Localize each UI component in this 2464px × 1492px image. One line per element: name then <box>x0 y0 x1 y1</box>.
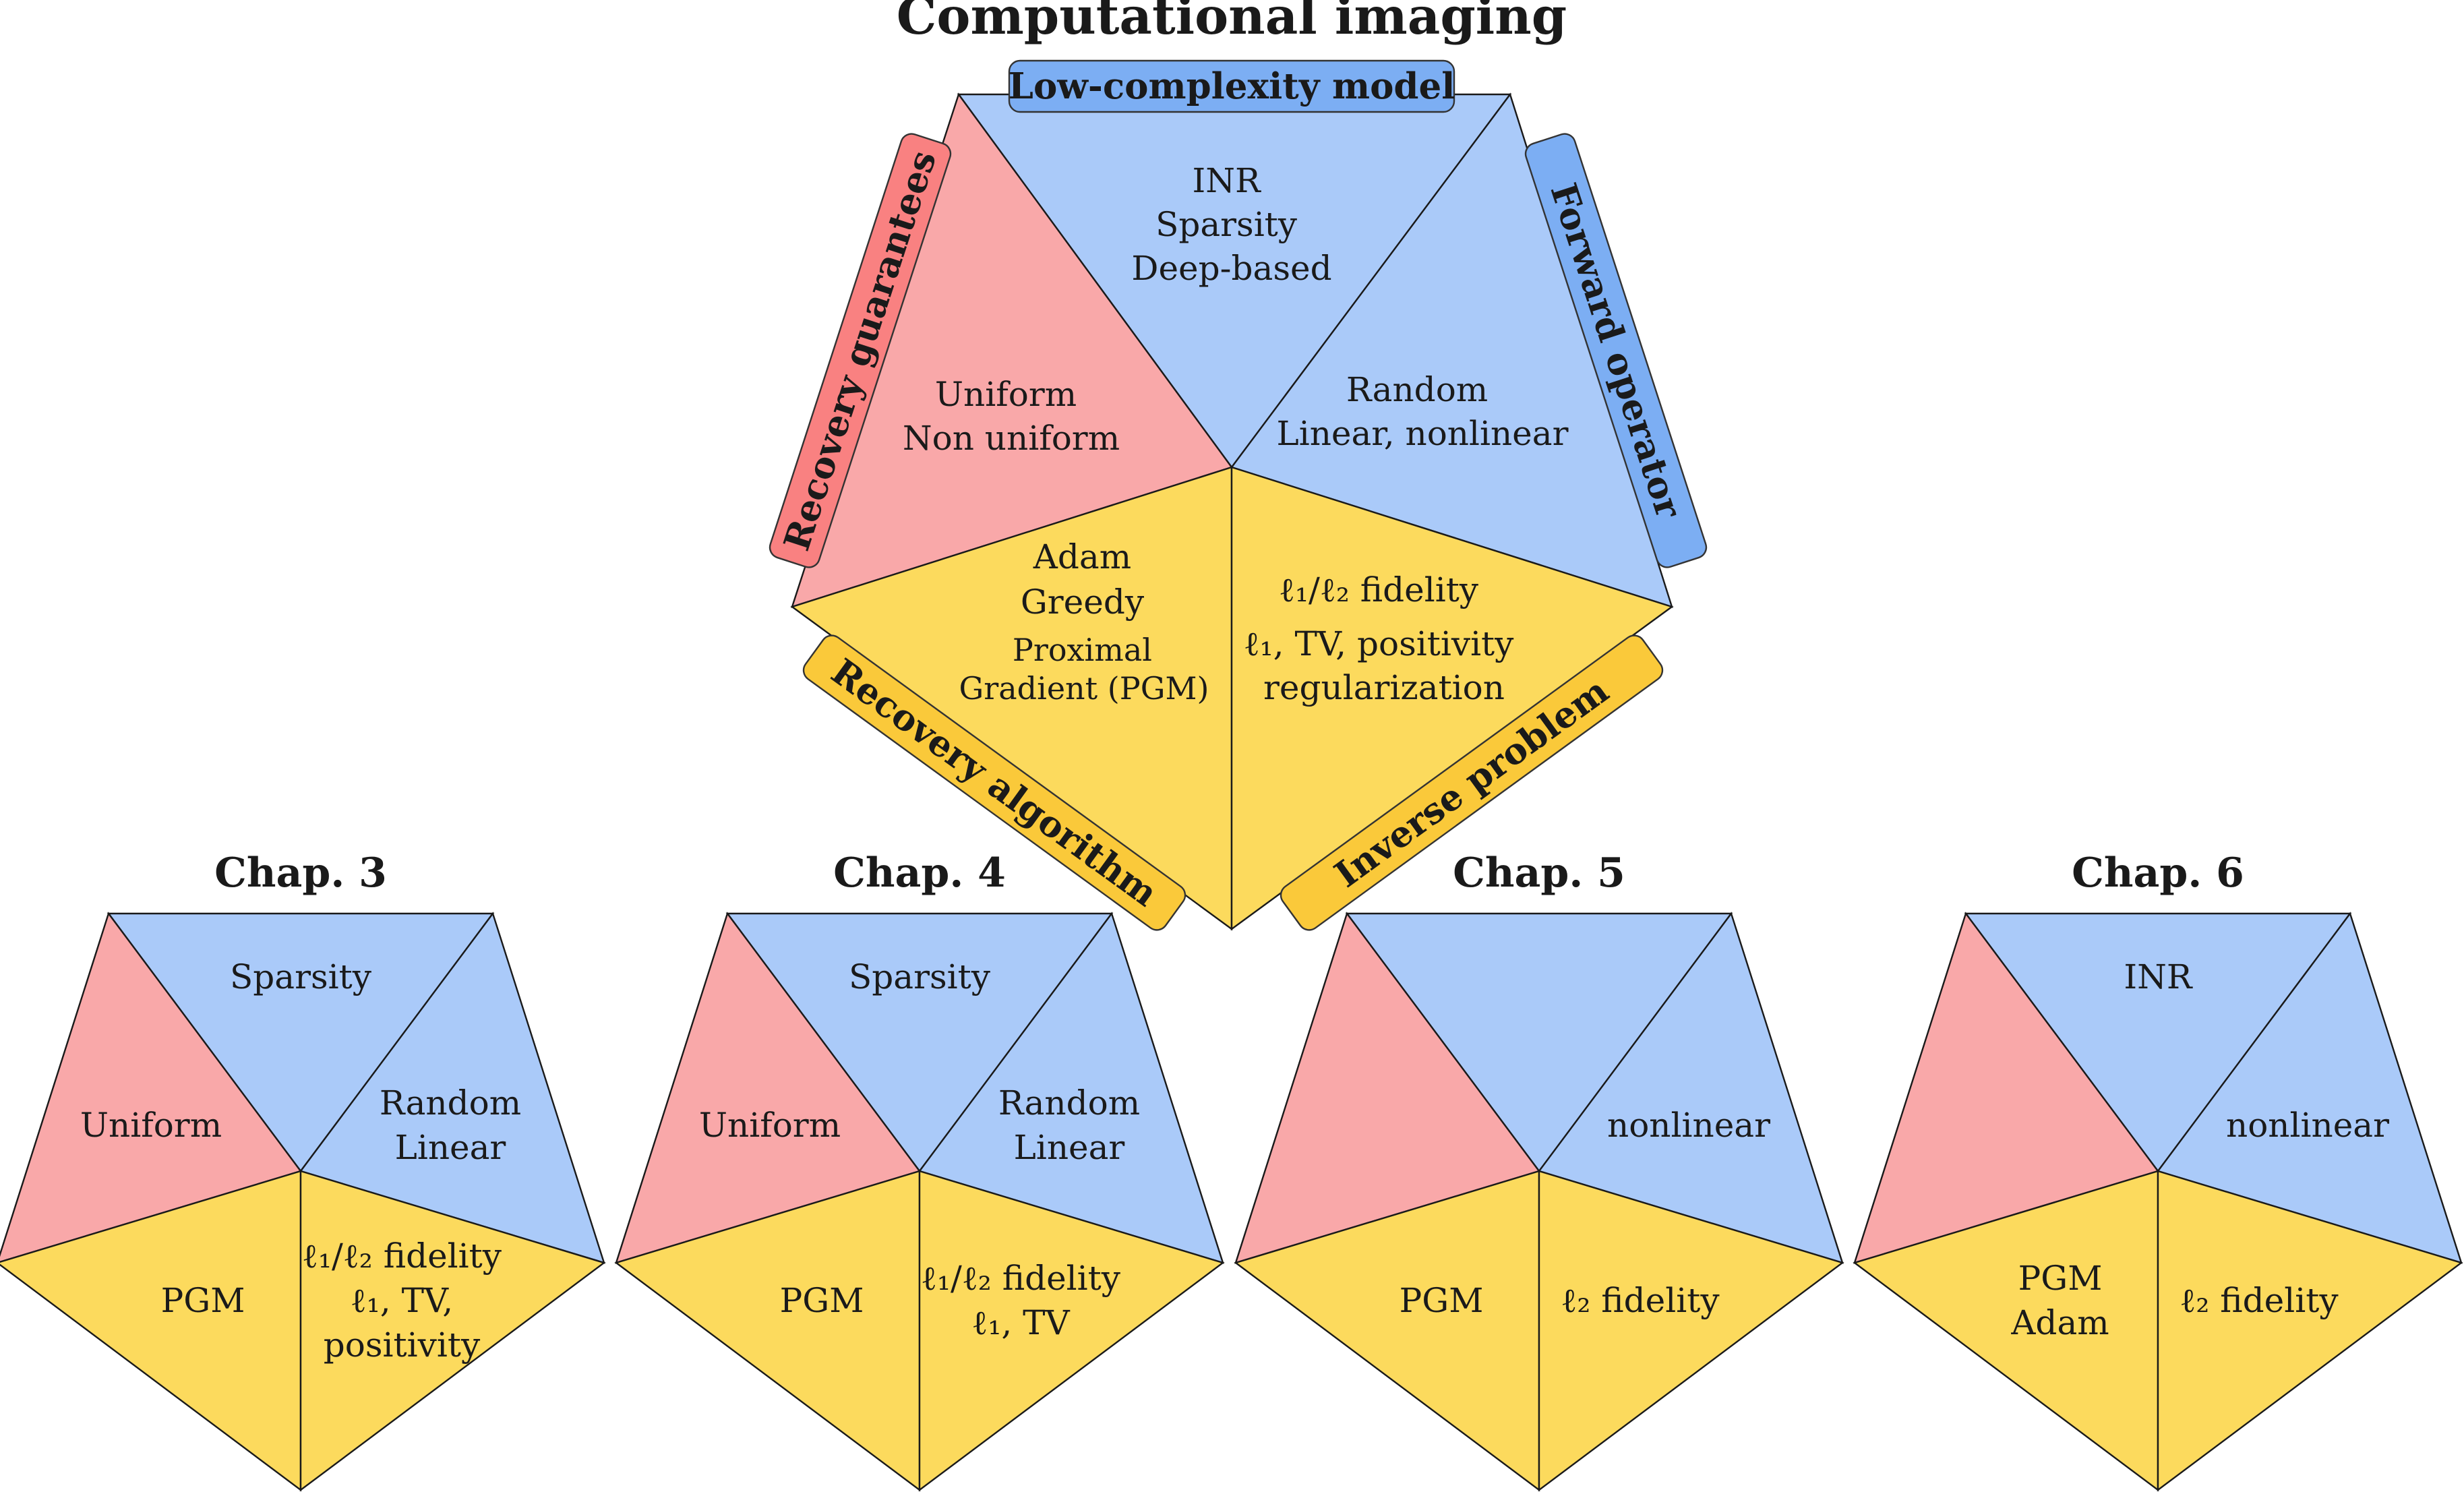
chapter-forward-text: Random Linear <box>380 1083 521 1167</box>
chapter-forward-text: Random Linear <box>998 1083 1140 1167</box>
chapter-model-text: Sparsity <box>230 957 372 996</box>
model-text: INR Sparsity Deep-based <box>1131 161 1331 288</box>
chapter-inverse-text: ℓ₁/ℓ₂ fidelity ℓ₁, TV <box>921 1259 1121 1342</box>
guarantees-text: Uniform Non uniform <box>903 375 1120 458</box>
chapter-pentagon-6: Chap. 6 INR nonlinear PGM Adam ℓ₂ fidelity <box>1853 849 2463 1492</box>
chapter-pentagon-5: Chap. 5 nonlinear PGM ℓ₂ fidelity <box>1234 849 1844 1492</box>
chapter-inverse-text: ℓ₂ fidelity <box>2180 1281 2339 1320</box>
chapter-guarantees-text: Uniform <box>80 1106 222 1145</box>
chapter-forward-text: nonlinear <box>1607 1106 1770 1145</box>
chapter-algorithm-text: PGM <box>780 1281 864 1320</box>
chapter-algorithm-text: PGM <box>161 1281 245 1320</box>
chapter-pentagon-4: Chap. 4 Sparsity Random Linear Uniform PGM ℓ₁/… <box>614 849 1225 1492</box>
chapter-segment-inverse <box>918 1170 1225 1492</box>
chapter-algorithm-text: PGM Adam <box>2010 1259 2109 1342</box>
chapter-segment-inverse <box>2157 1170 2463 1492</box>
chapter-model-text: Sparsity <box>849 957 991 996</box>
chapter-model-text: INR <box>2124 957 2193 996</box>
chapter-pentagons: Chap. 3 Sparsity Random Linear Uniform PGM ℓ₁/… <box>0 849 2463 1492</box>
svg-text:Low-complexity model: Low-complexity model <box>1009 65 1455 107</box>
chapter-title: Chap. 4 <box>833 849 1006 897</box>
main-pentagon: INR Sparsity Deep-based Random Linear, n… <box>769 59 1708 931</box>
chapter-title: Chap. 3 <box>214 849 387 897</box>
chapter-guarantees-text: Uniform <box>699 1106 841 1145</box>
forward-text: Random Linear, nonlinear <box>1277 370 1569 453</box>
inverse-text: ℓ₁/ℓ₂ fidelity ℓ₁, TV, positivity regula… <box>1244 570 1525 707</box>
tag-low-complexity-model: Low-complexity model <box>1009 59 1455 113</box>
chapter-title: Chap. 5 <box>1453 849 1625 897</box>
chapter-forward-text: nonlinear <box>2226 1106 2389 1145</box>
diagram-title: Computational imaging <box>897 0 1567 46</box>
chapter-pentagon-3: Chap. 3 Sparsity Random Linear Uniform PGM ℓ₁/… <box>0 849 606 1492</box>
chapter-segment-inverse <box>299 1170 606 1492</box>
chapter-inverse-text: ℓ₂ fidelity <box>1561 1281 1720 1320</box>
chapter-segment-inverse <box>1538 1170 1844 1492</box>
algorithm-text: Adam Greedy Proximal Gradient (PGM) <box>959 537 1209 707</box>
chapter-inverse-text: ℓ₁/ℓ₂ fidelity ℓ₁, TV, positivity <box>302 1236 502 1365</box>
chapter-algorithm-text: PGM <box>1400 1281 1484 1320</box>
chapter-title: Chap. 6 <box>2072 849 2244 897</box>
